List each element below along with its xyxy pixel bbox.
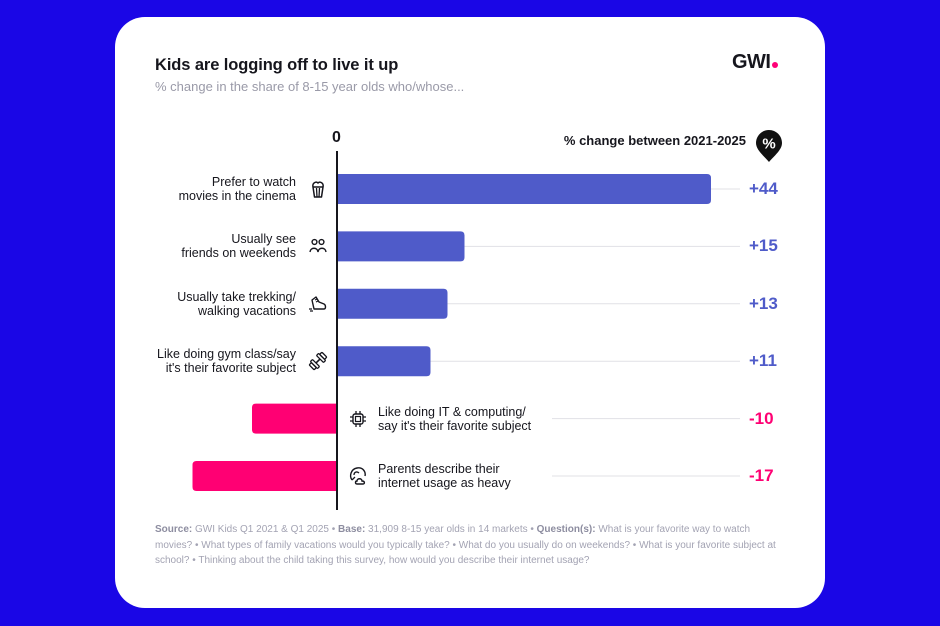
bar-4: [337, 346, 431, 377]
category-label-line: walking vacations: [198, 303, 296, 318]
category-label-line: internet usage as heavy: [378, 476, 511, 490]
category-label: Like doing IT & computing/say it's their…: [378, 405, 578, 433]
bar-2: [337, 231, 465, 262]
friends-icon: [309, 239, 327, 253]
legend-label: % change between 2021-2025: [563, 133, 746, 148]
bar-3: [337, 288, 448, 319]
category-label-line: Usually see: [231, 232, 296, 247]
logo-dot-icon: [771, 62, 778, 68]
logo-text: GWI: [732, 51, 771, 73]
category-label: Usually see friends on weekends: [136, 232, 296, 260]
category-label-line: movies in the cinema: [178, 189, 296, 203]
base-label: Base:: [338, 524, 366, 535]
category-label-line: say it's their favorite subject: [378, 418, 532, 433]
category-label-line: Usually take trekking/: [177, 289, 296, 304]
category-label: Like doing gym class/say it's their favor…: [136, 347, 296, 375]
gwi-logo: GWI: [732, 51, 778, 74]
value-label: +13: [749, 293, 778, 313]
category-label-line: it's their favorite subject: [165, 361, 296, 376]
sneaker-icon: [309, 296, 327, 312]
footer-notes: Source: GWI Kids Q1 2021 & Q1 2025 • Bas…: [155, 522, 785, 569]
popcorn-icon: [312, 181, 324, 198]
percent-pin-text: %: [762, 136, 775, 153]
value-label: +15: [749, 236, 778, 256]
source-label: Source:: [155, 524, 193, 535]
category-label-line: Like doing gym class/say: [157, 347, 296, 362]
percent-pin-icon: %: [756, 130, 782, 162]
questions-text: What is your favorite way to watch movie…: [155, 524, 776, 566]
chart-card: Kids are logging off to live it up % cha…: [115, 17, 825, 608]
base-text: 31,909 8-15 year olds in 14 markets •: [365, 524, 537, 535]
bar-1: [337, 174, 711, 204]
category-label: Prefer to watch movies in the cinema: [136, 175, 296, 203]
bar-6: [192, 461, 337, 491]
zero-axis-label: 0: [332, 129, 341, 146]
zero-axis-line: [336, 151, 338, 510]
dumbbell-icon: [308, 352, 328, 371]
value-label: -10: [749, 408, 774, 428]
value-label: +44: [749, 179, 778, 198]
bar-chart: [192, 174, 740, 491]
questions-label: Question(s):: [536, 524, 596, 535]
value-label: -17: [749, 466, 774, 485]
category-label-line: Parents describe their: [378, 462, 500, 476]
category-label-line: friends on weekends: [181, 246, 296, 261]
value-label: +11: [749, 351, 777, 371]
chart-title: Kids are logging off to live it up: [155, 56, 399, 74]
chip-icon: [350, 410, 366, 427]
internet-usage-icon: [349, 467, 366, 485]
category-label-line: Prefer to watch: [211, 175, 296, 189]
category-label: Parents describe their internet usage as …: [378, 462, 578, 490]
chart-subtitle: % change in the share of 8-15 year olds …: [155, 79, 465, 94]
category-label: Usually take trekking/walking vacations: [136, 290, 296, 318]
category-label-line: Like doing IT & computing/: [378, 404, 526, 419]
source-text: GWI Kids Q1 2021 & Q1 2025 •: [192, 524, 339, 535]
bar-5: [252, 403, 337, 434]
